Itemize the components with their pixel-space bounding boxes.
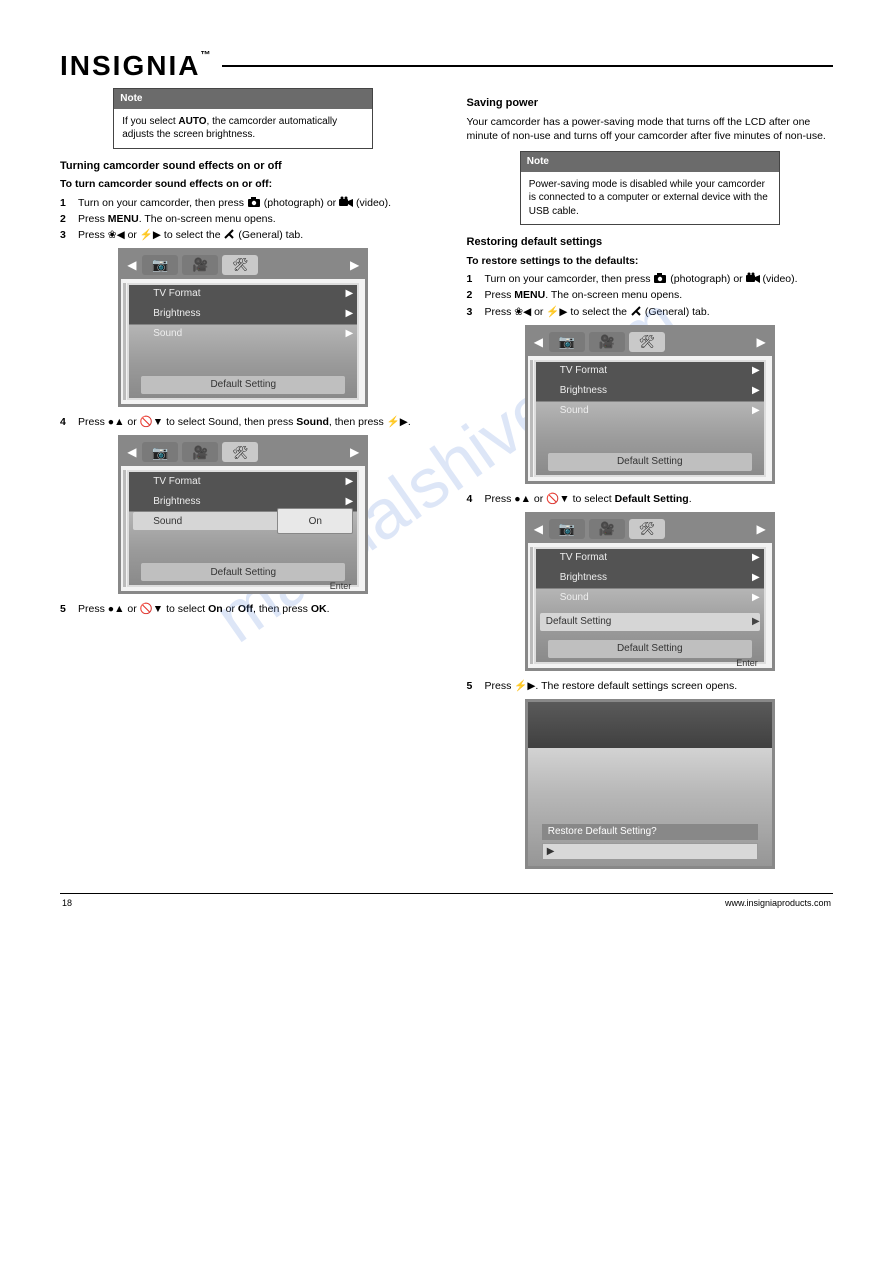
timer-down-icon: 🚫▼ <box>140 603 163 615</box>
enter-label: Enter <box>330 580 352 592</box>
camera-icon <box>653 272 667 284</box>
left-column: Note If you select AUTO, the camcorder a… <box>60 88 427 875</box>
flash-icon: ⚡ <box>140 228 153 242</box>
note-label: Note <box>521 152 779 172</box>
footer-url: www.insigniaproducts.com <box>725 898 831 908</box>
tab-right-arrow-icon: ▶ <box>348 257 361 273</box>
tab-camera-icon: 📷 <box>142 442 178 462</box>
menu-default-label: Default Setting <box>546 615 612 629</box>
camera-icon <box>247 196 261 208</box>
r-step-2: 2 Press MENU. The on-screen menu opens. <box>467 288 834 302</box>
page-number: 18 <box>62 898 72 908</box>
step-2: 2 Press MENU. The on-screen menu opens. <box>60 212 427 226</box>
dot-up-icon: ●▲ <box>108 416 125 428</box>
step-5: 5 Press ●▲ or 🚫▼ to select On or Off, th… <box>60 602 427 616</box>
menu-item: Brightness <box>153 307 200 321</box>
saving-power-body: Your camcorder has a power-saving mode t… <box>467 115 834 143</box>
note-body: Power-saving mode is disabled while your… <box>521 172 779 225</box>
tab-left-arrow-icon: ◀ <box>125 257 138 273</box>
flash-right-icon: ⚡▶ <box>387 416 408 428</box>
timer-down-icon: 🚫▼ <box>140 416 163 428</box>
menu-screenshot-general: ◀ 📷 🎥 🛠 ▶ TV Format▶ Brightness▶ <box>118 248 368 407</box>
cursor-icon: ▶ <box>547 845 555 859</box>
menu-screenshot-default: ◀ 📷 🎥 🛠 ▶ TV Format▶ Brightness▶ <box>525 512 775 671</box>
tab-video-icon: 🎥 <box>589 332 625 352</box>
tools-icon <box>630 305 642 317</box>
section-sound-title: Turning camcorder sound effects on or of… <box>60 159 427 174</box>
tab-camera-icon: 📷 <box>549 519 585 539</box>
dot-up-icon: ●▲ <box>514 493 531 505</box>
tab-video-icon: 🎥 <box>589 519 625 539</box>
restore-default-screen: Restore Default Setting? ▶ <box>525 699 775 869</box>
r-step-1: 1 Turn on your camcorder, then press (ph… <box>467 272 834 286</box>
footer: 18 www.insigniaproducts.com <box>60 898 833 908</box>
sound-intro: To turn camcorder sound effects on or of… <box>60 177 427 191</box>
note-box-power: Note Power-saving mode is disabled while… <box>520 151 780 225</box>
note-body: If you select AUTO, the camcorder automa… <box>114 109 372 148</box>
chevron-right-icon: ▶ <box>346 287 354 301</box>
tab-camera-icon: 📷 <box>549 332 585 352</box>
section-restore-title: Restoring default settings <box>467 235 834 250</box>
tab-general-icon: 🛠 <box>629 519 665 539</box>
tab-camera-icon: 📷 <box>142 255 178 275</box>
left-icon: ◀ <box>117 229 125 241</box>
menu-default-button: Default Setting <box>141 563 345 581</box>
flower-icon: ❀◀ <box>514 306 531 318</box>
enter-label: Enter <box>736 657 758 669</box>
section-saving-power: Saving power <box>467 96 834 111</box>
tab-general-icon: 🛠 <box>629 332 665 352</box>
brand-tm: ™ <box>200 50 210 61</box>
brand-rule <box>222 65 833 67</box>
tab-video-icon: 🎥 <box>182 442 218 462</box>
tab-general-icon: 🛠 <box>222 255 258 275</box>
menu-item: Sound <box>153 327 182 341</box>
flash-icon: ⚡▶ <box>546 306 567 318</box>
flash-right-icon: ⚡▶ <box>514 680 535 692</box>
tab-video-icon: 🎥 <box>182 255 218 275</box>
note-label: Note <box>114 89 372 109</box>
restore-caption: Restore Default Setting? <box>542 824 758 840</box>
step-4: 4 Press ●▲ or 🚫▼ to select Sound, then p… <box>60 415 427 429</box>
r-step-5: 5 Press ⚡▶. The restore default settings… <box>467 679 834 693</box>
step-num: 1 <box>60 196 72 210</box>
video-icon <box>339 196 353 208</box>
r-step-4: 4 Press ●▲ or 🚫▼ to select Default Setti… <box>467 492 834 506</box>
sound-on-popup: On <box>277 508 353 534</box>
video-icon <box>746 272 760 284</box>
r-step-3: 3 Press ❀◀ or ⚡▶ to select the (General)… <box>467 305 834 319</box>
menu-default-button: Default Setting <box>141 376 345 394</box>
restore-intro: To restore settings to the defaults: <box>467 254 834 268</box>
step-3: 3 Press ❀◀ or ⚡▶ to select the (General)… <box>60 228 427 242</box>
footer-rule <box>60 893 833 894</box>
restore-input: ▶ <box>542 843 758 860</box>
menu-screenshot-sound: ◀ 📷 🎥 🛠 ▶ TV Format▶ Brightness▶ <box>118 435 368 594</box>
note-box-brightness: Note If you select AUTO, the camcorder a… <box>113 88 373 149</box>
brand-header: INSIGNIA™ <box>60 50 833 82</box>
brand-logo: INSIGNIA™ <box>60 50 210 82</box>
menu-default-button: Default Setting <box>548 640 752 658</box>
right-column: Saving power Your camcorder has a power-… <box>467 88 834 875</box>
right-icon: ▶ <box>153 229 161 241</box>
menu-screenshot-general-r1: ◀ 📷 🎥 🛠 ▶ TV Format▶ Brightness▶ <box>525 325 775 484</box>
timer-down-icon: 🚫▼ <box>546 493 569 505</box>
flower-icon: ❀ <box>108 228 117 242</box>
step-1: 1 Turn on your camcorder, then press (ph… <box>60 196 427 210</box>
tab-general-icon: 🛠 <box>222 442 258 462</box>
menu-default-button: Default Setting <box>548 453 752 471</box>
step-text: Turn on your camcorder, then press (phot… <box>78 196 427 210</box>
brand-name: INSIGNIA <box>60 50 200 81</box>
dot-up-icon: ●▲ <box>108 603 125 615</box>
tools-icon <box>223 228 235 240</box>
menu-item: TV Format <box>153 287 200 301</box>
